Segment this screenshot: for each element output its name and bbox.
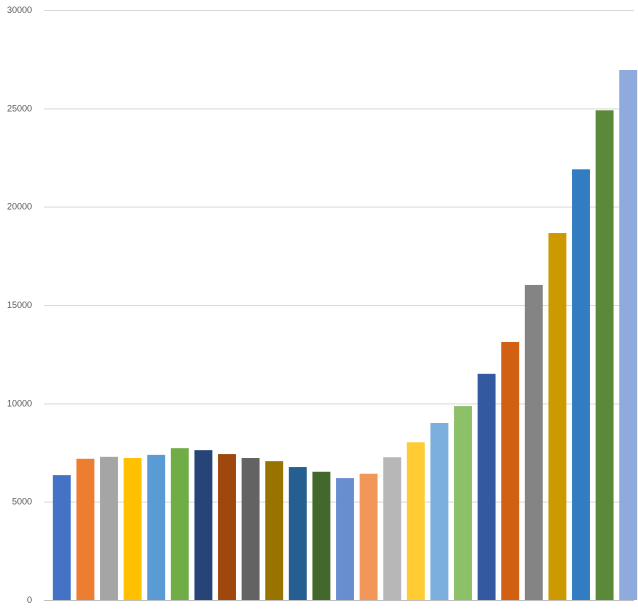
bar-19	[477, 373, 496, 600]
bar-14	[359, 473, 378, 600]
bar-18	[454, 406, 472, 600]
bar-6	[170, 448, 189, 600]
y-tick-label: 5000	[12, 497, 32, 507]
bar-4	[123, 458, 142, 600]
bar-3	[100, 456, 118, 600]
bar-10	[265, 461, 284, 600]
gridlines	[44, 10, 634, 503]
bar-7	[194, 450, 213, 600]
y-tick-label: 10000	[7, 398, 32, 408]
bar-5	[147, 454, 166, 600]
bar-15	[383, 457, 402, 600]
y-tick-label: 30000	[7, 5, 32, 15]
bar-2	[76, 458, 95, 600]
y-tick-label: 15000	[7, 300, 32, 310]
bar-11	[288, 467, 307, 600]
y-axis-ticks: 0 5000 10000 15000 20000 25000 30000	[7, 5, 32, 605]
bar-25	[619, 69, 638, 601]
y-tick-label: 0	[27, 595, 32, 605]
y-tick-label: 25000	[7, 103, 32, 113]
y-tick-label: 20000	[7, 202, 32, 212]
bar-17	[430, 423, 449, 600]
bar-1	[52, 475, 71, 600]
bars	[52, 69, 638, 601]
bar-9	[241, 458, 260, 600]
bar-21	[524, 284, 543, 600]
bar-13	[336, 478, 354, 600]
bar-20	[501, 341, 520, 600]
bar-22	[548, 233, 567, 600]
bar-12	[312, 471, 331, 600]
bar-23	[572, 169, 590, 601]
bar-8	[218, 454, 236, 600]
bar-16	[406, 442, 425, 600]
bar-24	[595, 110, 614, 601]
